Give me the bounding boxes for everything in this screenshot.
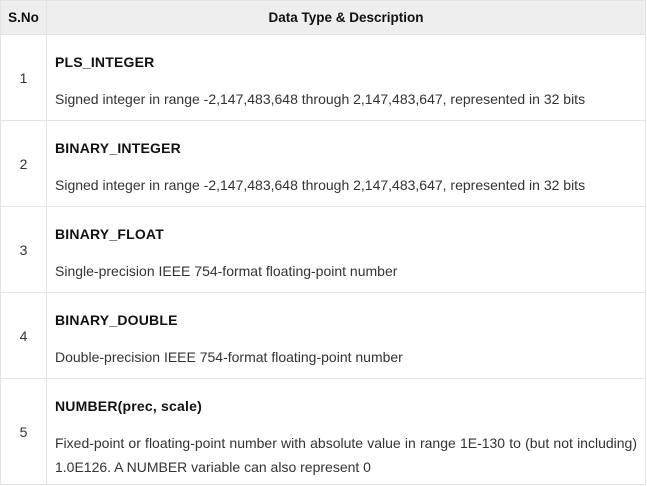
row-number: 2	[0, 120, 47, 207]
row-number: 5	[0, 378, 47, 485]
row-number: 4	[0, 292, 47, 379]
row-description-cell: BINARY_INTEGER Signed integer in range -…	[46, 120, 646, 207]
data-type-name: BINARY_INTEGER	[55, 140, 181, 156]
data-type-description: Signed integer in range -2,147,483,648 t…	[55, 177, 586, 193]
table-row: 2 BINARY_INTEGER Signed integer in range…	[0, 120, 646, 207]
table-row: 1 PLS_INTEGER Signed integer in range -2…	[0, 34, 646, 121]
data-type-name: BINARY_FLOAT	[55, 226, 164, 242]
data-type-description: Signed integer in range -2,147,483,648 t…	[55, 91, 586, 107]
row-description-cell: PLS_INTEGER Signed integer in range -2,1…	[46, 34, 646, 121]
table-header-row: S.No Data Type & Description	[0, 0, 646, 35]
data-type-name: NUMBER(prec, scale)	[55, 398, 202, 414]
row-description-cell: NUMBER(prec, scale) Fixed-point or float…	[46, 378, 646, 485]
data-type-description: Double-precision IEEE 754-format floatin…	[55, 349, 403, 365]
row-number: 3	[0, 206, 47, 293]
header-sno: S.No	[0, 0, 47, 35]
header-data-type-description: Data Type & Description	[46, 0, 646, 35]
row-number: 1	[0, 34, 47, 121]
data-type-description: Single-precision IEEE 754-format floatin…	[55, 263, 398, 279]
data-type-name: BINARY_DOUBLE	[55, 312, 178, 328]
data-type-name: PLS_INTEGER	[55, 54, 155, 70]
table-row: 5 NUMBER(prec, scale) Fixed-point or flo…	[0, 378, 646, 485]
table-row: 3 BINARY_FLOAT Single-precision IEEE 754…	[0, 206, 646, 293]
data-type-description: Fixed-point or floating-point number wit…	[55, 435, 637, 475]
table-row: 4 BINARY_DOUBLE Double-precision IEEE 75…	[0, 292, 646, 379]
row-description-cell: BINARY_FLOAT Single-precision IEEE 754-f…	[46, 206, 646, 293]
row-description-cell: BINARY_DOUBLE Double-precision IEEE 754-…	[46, 292, 646, 379]
